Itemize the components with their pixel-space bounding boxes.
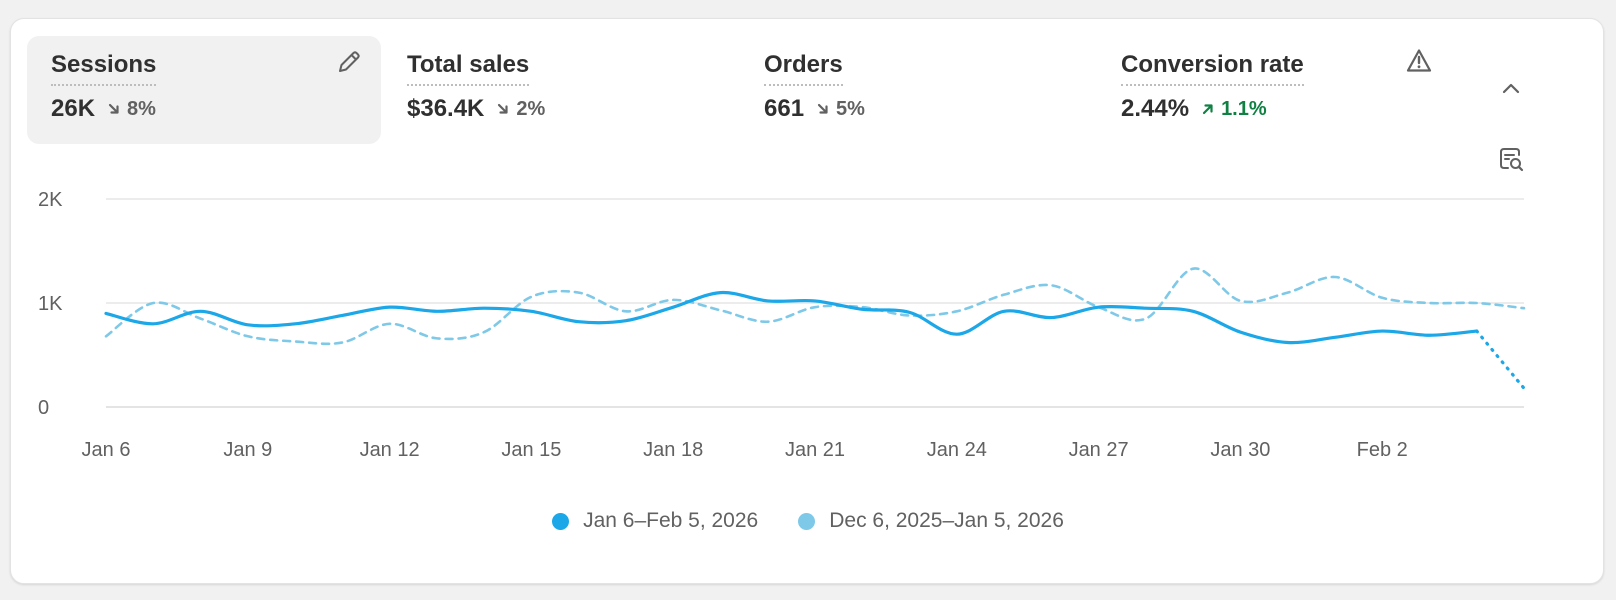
warning-triangle-icon[interactable]	[1403, 45, 1435, 77]
arrow-up-right-icon	[1202, 104, 1213, 115]
arrow-down-right-icon	[817, 103, 828, 114]
series-line-current	[104, 290, 1479, 345]
metric-delta-value: 5%	[836, 97, 865, 120]
search-report-icon[interactable]	[1495, 143, 1527, 175]
y-tick-label: 1K	[38, 293, 63, 315]
x-tick-label: Jan 6	[82, 439, 131, 461]
metric-value: 661	[764, 95, 805, 122]
metric-delta: 2%	[496, 98, 545, 121]
chart-legend: Jan 6–Feb 5, 2026 Dec 6, 2025–Jan 5, 202…	[11, 509, 1605, 533]
legend-label: Dec 6, 2025–Jan 5, 2026	[829, 509, 1064, 532]
x-tick-label: Jan 30	[1210, 439, 1270, 461]
x-tick-label: Jan 9	[223, 439, 272, 461]
legend-dot-current	[552, 512, 570, 530]
metric-tab-sessions[interactable]: Sessions 26K 8%	[27, 36, 381, 144]
metric-delta-value: 2%	[516, 97, 546, 120]
metric-label: Conversion rate	[1121, 50, 1304, 86]
chevron-up-icon[interactable]	[1495, 73, 1527, 105]
arrow-down-right-icon	[498, 103, 508, 114]
metric-tab-conversion-rate[interactable]: Conversion rate 2.44% 1.1%	[1097, 36, 1451, 144]
x-tick-label: Jan 18	[643, 439, 703, 461]
metric-tab-orders[interactable]: Orders 661 5%	[740, 36, 1094, 144]
metric-label: Total sales	[407, 50, 530, 86]
x-tick-label: Feb 2	[1357, 439, 1408, 461]
x-tick-label: Jan 27	[1069, 439, 1129, 461]
metric-value: $36.4K	[407, 95, 485, 122]
metric-delta: 8%	[107, 98, 156, 121]
legend-dot-comparison	[798, 512, 816, 530]
metric-label: Sessions	[51, 50, 157, 86]
metric-label: Orders	[764, 50, 843, 86]
metric-value: 2.44%	[1121, 95, 1190, 122]
series-line-comparison	[104, 267, 1526, 346]
metric-tab-total-sales[interactable]: Total sales $36.4K 2%	[383, 36, 737, 144]
pencil-icon[interactable]	[333, 46, 365, 78]
arrow-down-right-icon	[108, 103, 119, 114]
sessions-report-card: Sessions 26K 8% Total sales $36.4K	[10, 18, 1604, 584]
y-tick-label: 2K	[38, 189, 63, 211]
legend-label: Jan 6–Feb 5, 2026	[583, 509, 759, 532]
series-line-current-partial	[1475, 329, 1526, 390]
metric-delta: 1.1%	[1201, 98, 1267, 121]
x-tick-label: Jan 12	[360, 439, 420, 461]
metric-value: 26K	[51, 95, 96, 122]
x-tick-label: Jan 21	[785, 439, 845, 461]
y-tick-label: 0	[38, 397, 49, 419]
legend-item-current[interactable]: Jan 6–Feb 5, 2026	[552, 509, 758, 533]
x-tick-label: Jan 24	[927, 439, 987, 461]
metric-delta-value: 1.1%	[1221, 97, 1267, 120]
sessions-line-chart: 2K 1K 0 Jan 6 Jan 9 Jan 12 Jan 15 Jan 18 Jan 21 J…	[38, 189, 1526, 461]
metric-delta-value: 8%	[127, 97, 156, 120]
legend-item-comparison[interactable]: Dec 6, 2025–Jan 5, 2026	[798, 509, 1064, 533]
metric-delta: 5%	[816, 98, 865, 121]
x-tick-label: Jan 15	[501, 439, 561, 461]
